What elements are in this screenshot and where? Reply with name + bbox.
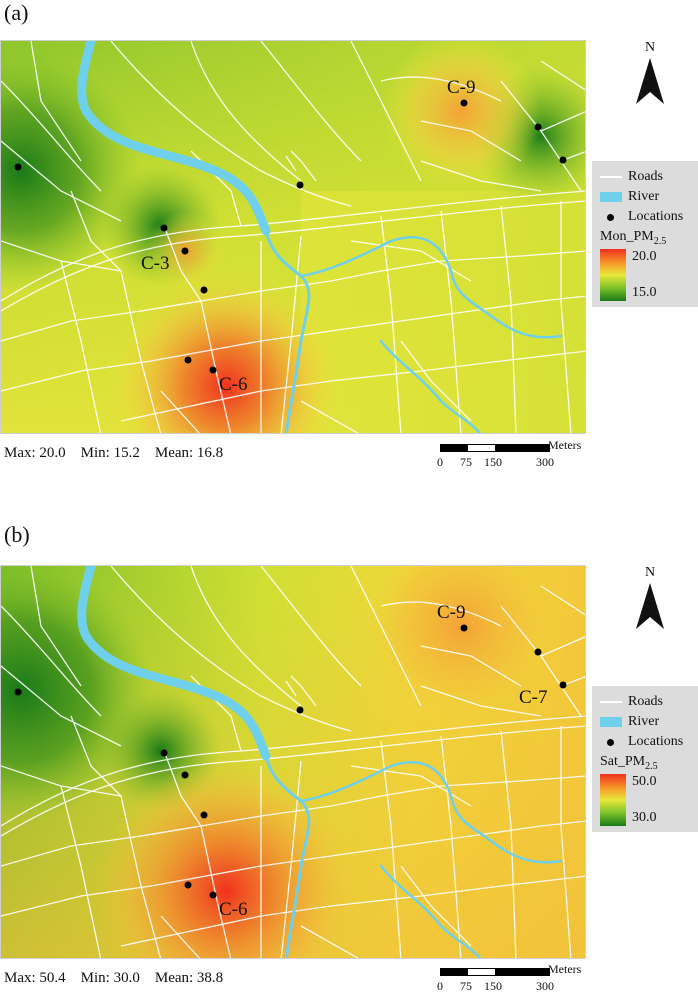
scalebar-unit: Meters [548,438,582,452]
map-a-canvas: C-9 C-3 C-6 [1,41,585,433]
north-arrow-a: N [630,40,670,111]
stat-mean: Mean: 38.8 [154,970,224,986]
location-point [296,706,304,714]
location-point [160,749,168,757]
stat-max: Max: 20.0 [4,445,66,461]
road-network [1,41,585,433]
river [77,566,563,958]
stat-max: Max: 50.4 [4,970,66,986]
stat-mean: Mean: 16.8 [154,445,224,461]
location-point [184,356,192,364]
location-point [184,881,192,889]
stats-b: Max: 50.4 Min: 30.0 Mean: 38.8 [4,970,223,987]
river [77,41,563,433]
stat-min: Min: 30.0 [80,970,140,986]
stats-a: Max: 20.0 Min: 15.2 Mean: 16.8 [4,445,223,462]
north-label: N [644,565,656,580]
legend-high-value: 20.0 [632,248,657,264]
color-ramp [600,248,626,301]
legend-variable: Mon_PM2.5 [600,229,667,247]
roads-legend-icon [600,176,622,178]
location-point [200,286,208,294]
location-point [14,688,22,696]
map-panel-b[interactable]: C-9 C-7 C-6 [0,565,586,959]
river-legend-icon [600,192,622,202]
panel-b-label: (b) [4,522,30,547]
location-point [209,366,217,374]
scalebar-b: Meters 0 75 150 300 [437,962,582,993]
map-panel-a[interactable]: C-9 C-3 C-6 [0,40,586,434]
location-point [160,224,168,232]
legend-variable: Sat_PM2.5 [600,754,658,772]
north-arrow-b: N [630,565,670,636]
river-legend-icon [600,717,622,727]
site-label-c9: C-9 [437,602,466,623]
location-point [559,156,567,164]
location-point [460,624,468,632]
location-point [181,771,189,779]
location-point [534,648,542,656]
legend-roads: Roads [628,694,663,709]
legend-river: River [628,189,660,204]
road-network [1,566,585,958]
map-b-canvas: C-9 C-7 C-6 [1,566,585,958]
site-label-c6: C-6 [219,374,248,395]
location-point [559,681,567,689]
legend-locations: Locations [628,734,684,749]
location-legend-icon [607,738,614,746]
north-arrow-icon [636,583,664,629]
scalebar-bar [440,968,550,976]
stat-min: Min: 15.2 [80,445,140,461]
location-point [14,163,22,171]
legend-high-value: 50.0 [632,773,657,789]
panel-a-label: (a) [4,0,29,25]
location-point [296,181,304,189]
scalebar-a: Meters 0 75 150 300 [437,438,582,469]
scalebar-unit: Meters [548,962,582,976]
location-point [460,99,468,107]
legend-b: Roads River Locations Sat_PM2.5 50.0 30.… [592,686,698,832]
location-point [534,123,542,131]
location-points [14,624,567,899]
north-label: N [644,40,656,55]
site-label-c9: C-9 [447,77,476,98]
location-point [181,247,189,255]
site-label-c3: C-3 [141,253,170,274]
site-label-c7: C-7 [519,687,548,708]
legend-roads: Roads [628,169,663,184]
location-point [200,811,208,819]
roads-legend-icon [600,701,622,703]
site-label-c6: C-6 [219,899,248,920]
north-arrow-icon [636,58,664,104]
legend-low-value: 30.0 [632,809,657,825]
location-legend-icon [607,213,614,221]
legend-river: River [628,714,660,729]
legend-locations: Locations [628,209,684,224]
color-ramp [600,773,626,826]
location-point [209,891,217,899]
legend-a: Roads River Locations Mon_PM2.5 20.0 15.… [592,161,698,307]
legend-low-value: 15.0 [632,284,657,300]
location-points [14,99,567,374]
scalebar-bar [440,444,550,452]
